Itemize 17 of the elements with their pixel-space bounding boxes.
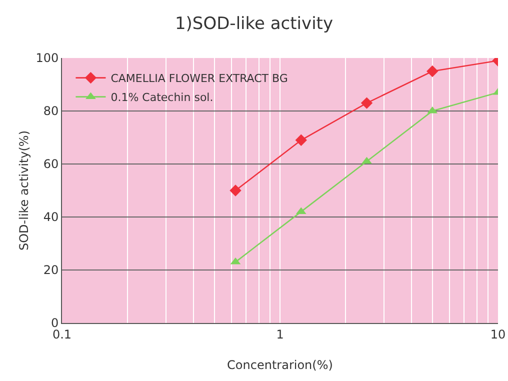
x-tick-label: 10 [490, 327, 506, 342]
x-tick-label: 1 [276, 327, 284, 342]
chart-title: 1)SOD-like activity [174, 14, 334, 34]
point [230, 184, 242, 196]
point [295, 134, 307, 146]
y-tick-label: 100 [36, 51, 59, 66]
y-tick-label: 60 [43, 157, 59, 172]
y-tick-label: 80 [43, 104, 59, 118]
x-axis-title: Concentrarion(%) [227, 358, 333, 372]
y-tick-label: 20 [43, 263, 59, 278]
point [362, 156, 372, 164]
y-tick-label: 40 [43, 210, 59, 224]
y-axis-title: SOD-like activity(%) [17, 130, 31, 251]
legend-label: CAMELLIA FLOWER EXTRACT BG [110, 72, 288, 86]
legend-label: 0.1% Catechin sol. [110, 91, 214, 104]
point [360, 97, 373, 109]
point [426, 65, 438, 78]
